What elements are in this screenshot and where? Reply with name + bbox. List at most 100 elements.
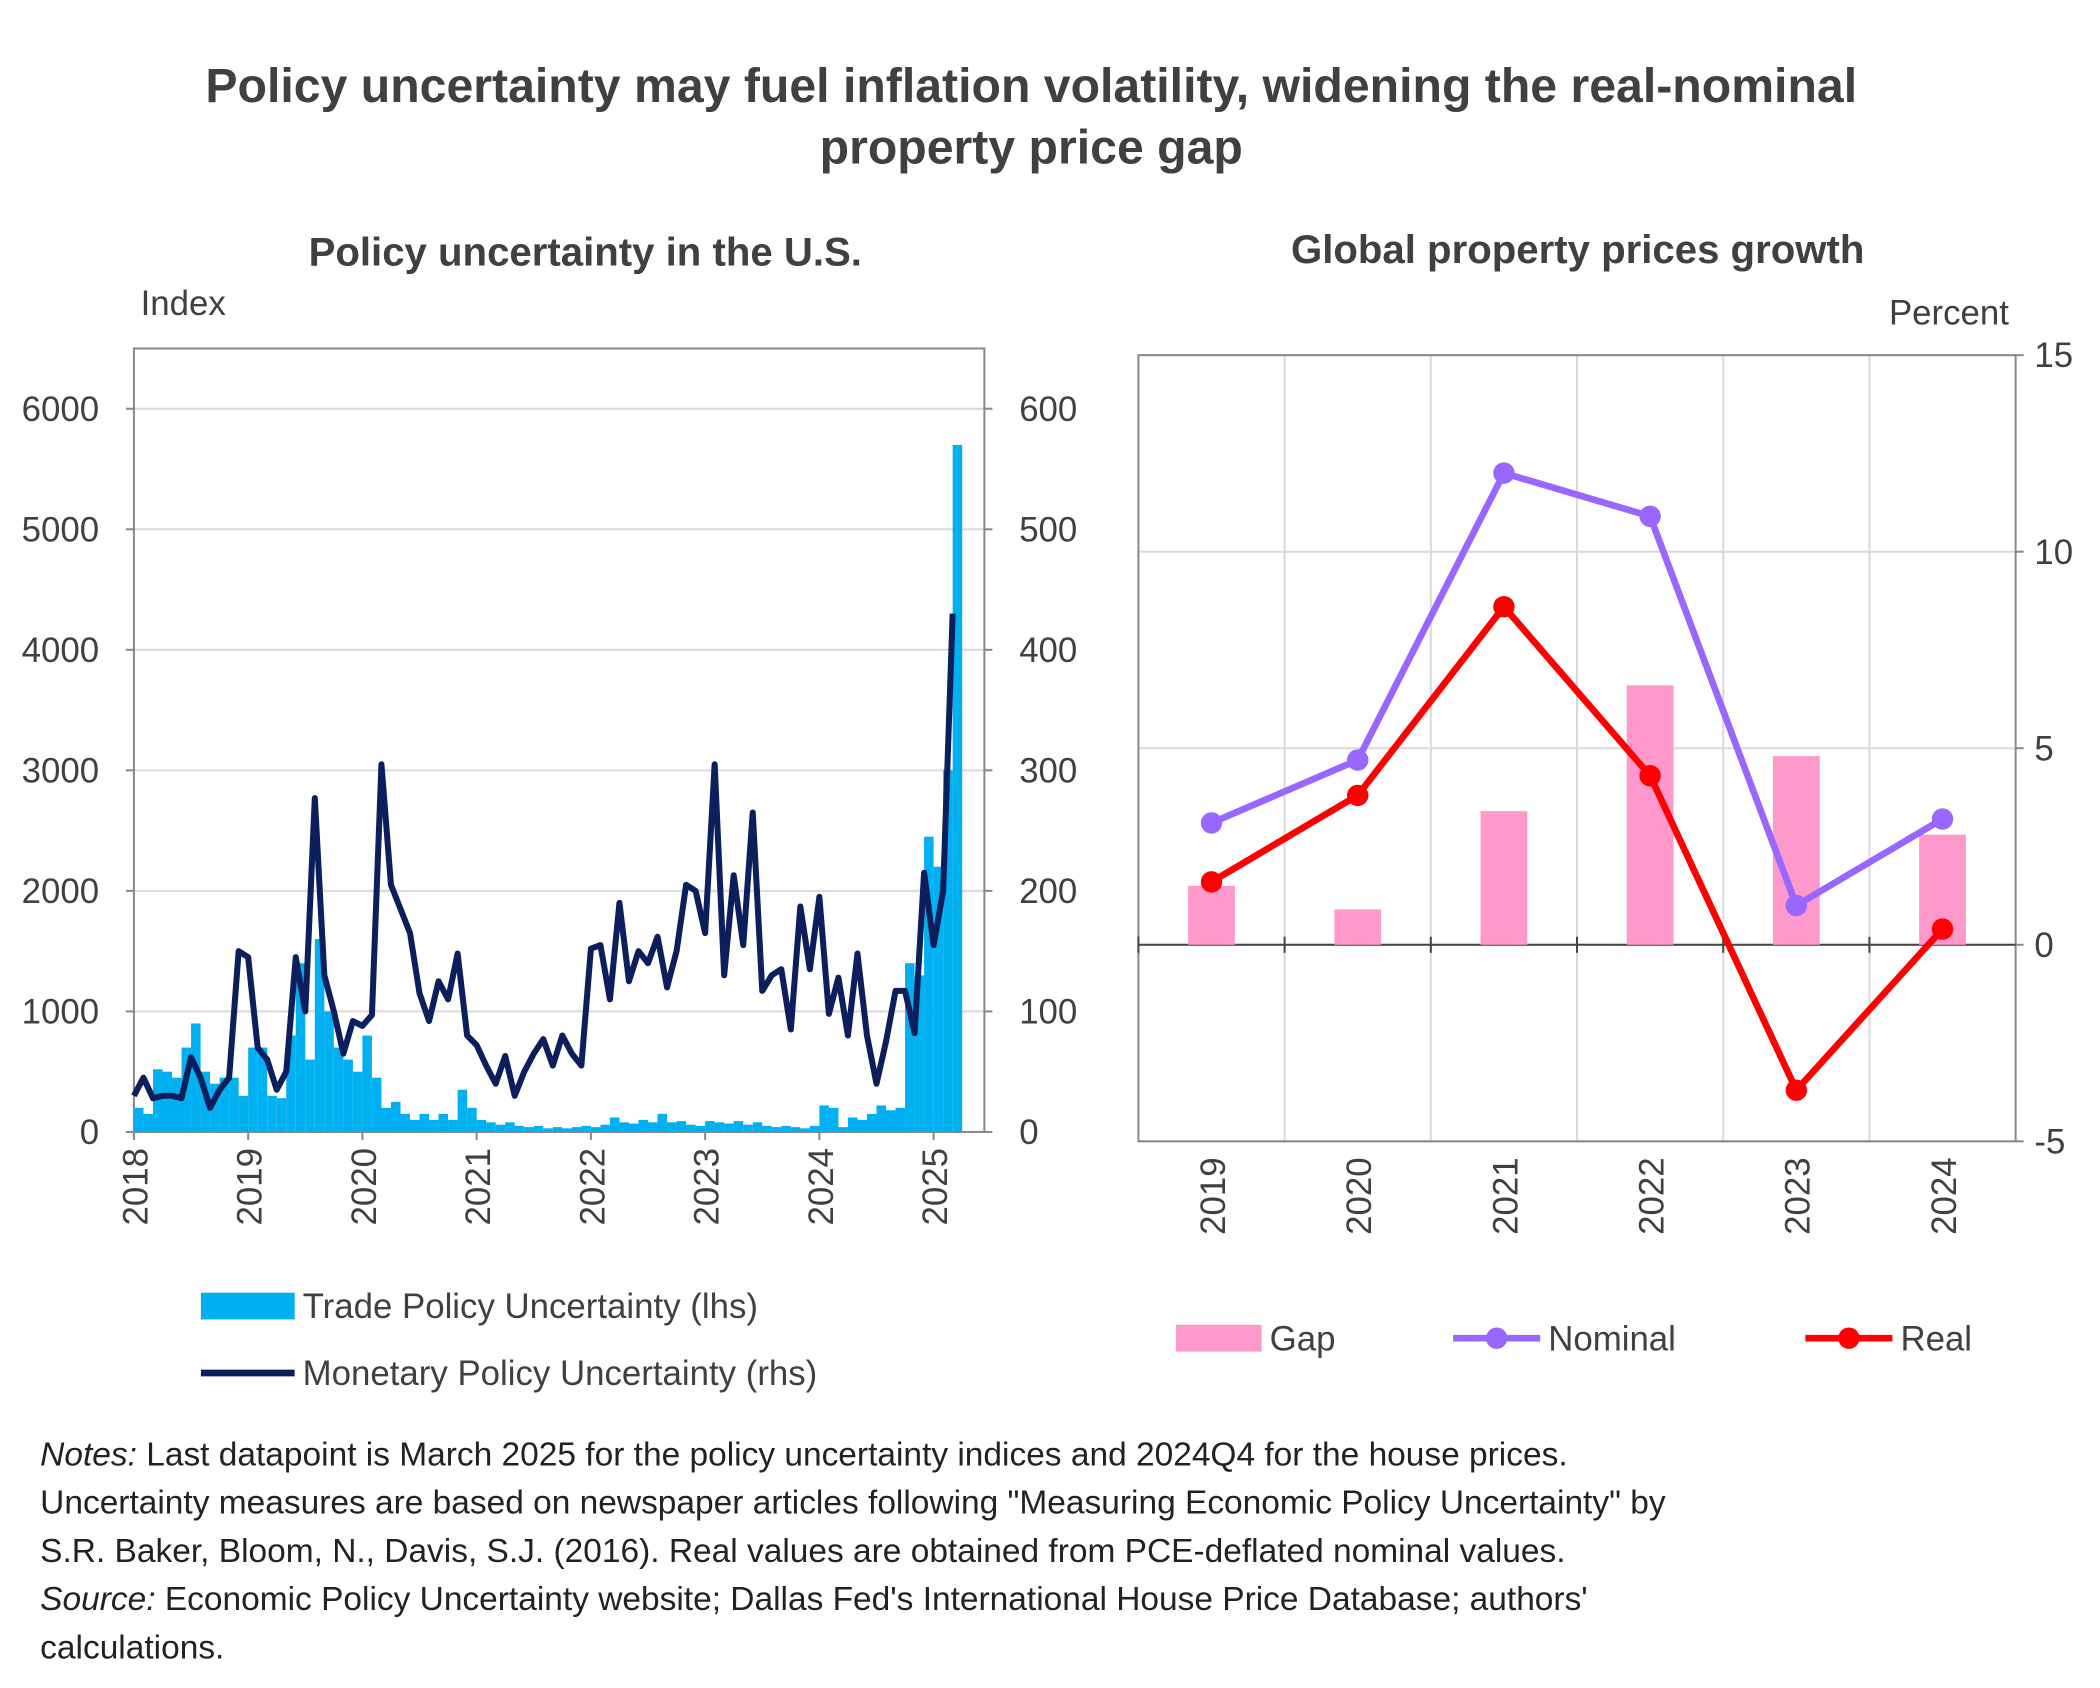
legend-swatch	[200, 1292, 295, 1320]
bar	[438, 1113, 449, 1132]
bar	[667, 1122, 677, 1132]
bar	[933, 866, 944, 1132]
legend-swatch	[1175, 1324, 1262, 1352]
bar	[562, 1128, 572, 1132]
bar	[333, 1047, 344, 1132]
y2-tick-label: 100	[1019, 992, 1077, 1031]
bar	[219, 1077, 230, 1132]
bar	[467, 1107, 477, 1132]
x-tick-label: 2020	[1340, 1157, 1379, 1234]
source: Source: Economic Policy Uncertainty webs…	[40, 1581, 1588, 1618]
bar	[390, 1101, 401, 1132]
bar	[628, 1123, 639, 1132]
y2-tick-label: 400	[1019, 631, 1077, 670]
bar	[905, 963, 915, 1132]
bar	[152, 1069, 163, 1132]
y-tick-label: 0	[2034, 926, 2053, 965]
bar	[886, 1110, 896, 1132]
marker	[1493, 596, 1515, 618]
bar	[495, 1124, 506, 1132]
marker	[1785, 1079, 1808, 1101]
bar	[514, 1125, 525, 1132]
bar	[790, 1127, 801, 1132]
bar	[257, 1047, 268, 1132]
notes-text: Last datapoint is March 2025 for the pol…	[146, 1436, 1567, 1473]
bar	[248, 1047, 258, 1132]
x-tick-label: 2021	[459, 1148, 498, 1225]
bar	[638, 1119, 649, 1132]
bar	[267, 1095, 277, 1132]
bar	[838, 1127, 848, 1132]
y2-tick-label: 300	[1019, 751, 1077, 790]
bar	[1480, 811, 1528, 945]
bar	[429, 1119, 439, 1132]
y-tick-label: 1000	[22, 992, 99, 1031]
bar	[943, 770, 953, 1132]
x-tick-label: 2025	[916, 1148, 955, 1225]
bar	[876, 1105, 887, 1132]
bar	[809, 1125, 820, 1132]
source-text: Economic Policy Uncertainty website; Dal…	[165, 1581, 1588, 1618]
x-tick-label: 2019	[231, 1148, 270, 1225]
bar	[352, 1071, 363, 1132]
y2-tick-label: 0	[1019, 1113, 1038, 1152]
bar	[828, 1107, 839, 1132]
y2-tick-label: 200	[1019, 872, 1077, 911]
legend-marker	[1485, 1327, 1508, 1349]
y-tick-label: 6000	[22, 390, 99, 429]
bar	[924, 836, 934, 1132]
bar	[476, 1119, 487, 1132]
bar	[162, 1071, 173, 1132]
bar	[457, 1089, 468, 1132]
bar	[781, 1125, 791, 1132]
bar	[314, 939, 325, 1132]
marker	[1931, 918, 1954, 940]
bar	[705, 1121, 715, 1132]
plot-frame	[132, 347, 986, 1133]
x-tick-label: 2022	[1633, 1157, 1672, 1234]
bar	[952, 444, 963, 1132]
marker	[1493, 462, 1515, 484]
bar	[191, 1023, 201, 1132]
bar	[143, 1113, 153, 1132]
bar	[657, 1113, 668, 1132]
chart-title: Global property prices growth	[1291, 227, 1864, 272]
bar	[676, 1121, 687, 1132]
marker	[1346, 784, 1369, 807]
marker	[1200, 871, 1223, 893]
bar	[771, 1127, 782, 1132]
bar	[419, 1113, 430, 1132]
bar	[400, 1113, 411, 1132]
bar	[600, 1124, 610, 1132]
y-tick-label: 5000	[22, 510, 99, 549]
y-tick-label: 5	[2034, 729, 2053, 768]
x-tick-label: 2024	[1925, 1157, 1964, 1234]
bar	[1188, 885, 1235, 945]
y-tick-label: 3000	[22, 751, 99, 790]
bar	[752, 1122, 763, 1132]
marker	[1639, 505, 1661, 528]
marker	[1200, 812, 1223, 834]
bar	[743, 1124, 753, 1132]
y-tick-label: 4000	[22, 631, 99, 670]
marker	[1931, 808, 1954, 830]
bar	[324, 1011, 334, 1132]
chart-title: Policy uncertainty in the U.S.	[309, 229, 862, 274]
bar	[210, 1083, 220, 1132]
marker	[1639, 765, 1661, 787]
bar	[914, 975, 925, 1132]
legend-label: Trade Policy Uncertainty (lhs)	[303, 1287, 758, 1326]
bar	[571, 1127, 582, 1132]
x-tick-label: 2018	[116, 1148, 155, 1225]
y2-tick-label: 500	[1019, 510, 1077, 549]
bar	[276, 1098, 287, 1132]
y-tick-label: -5	[2034, 1122, 2065, 1161]
bar	[533, 1125, 544, 1132]
legend-marker	[1838, 1327, 1860, 1349]
y-tick-label: 2000	[22, 872, 99, 911]
notes-text: S.R. Baker, Bloom, N., Davis, S.J. (2016…	[40, 1533, 1565, 1570]
bar	[543, 1128, 553, 1132]
x-tick-label: 2023	[688, 1148, 727, 1225]
bar	[172, 1077, 182, 1132]
legend-label: Nominal	[1548, 1319, 1676, 1358]
